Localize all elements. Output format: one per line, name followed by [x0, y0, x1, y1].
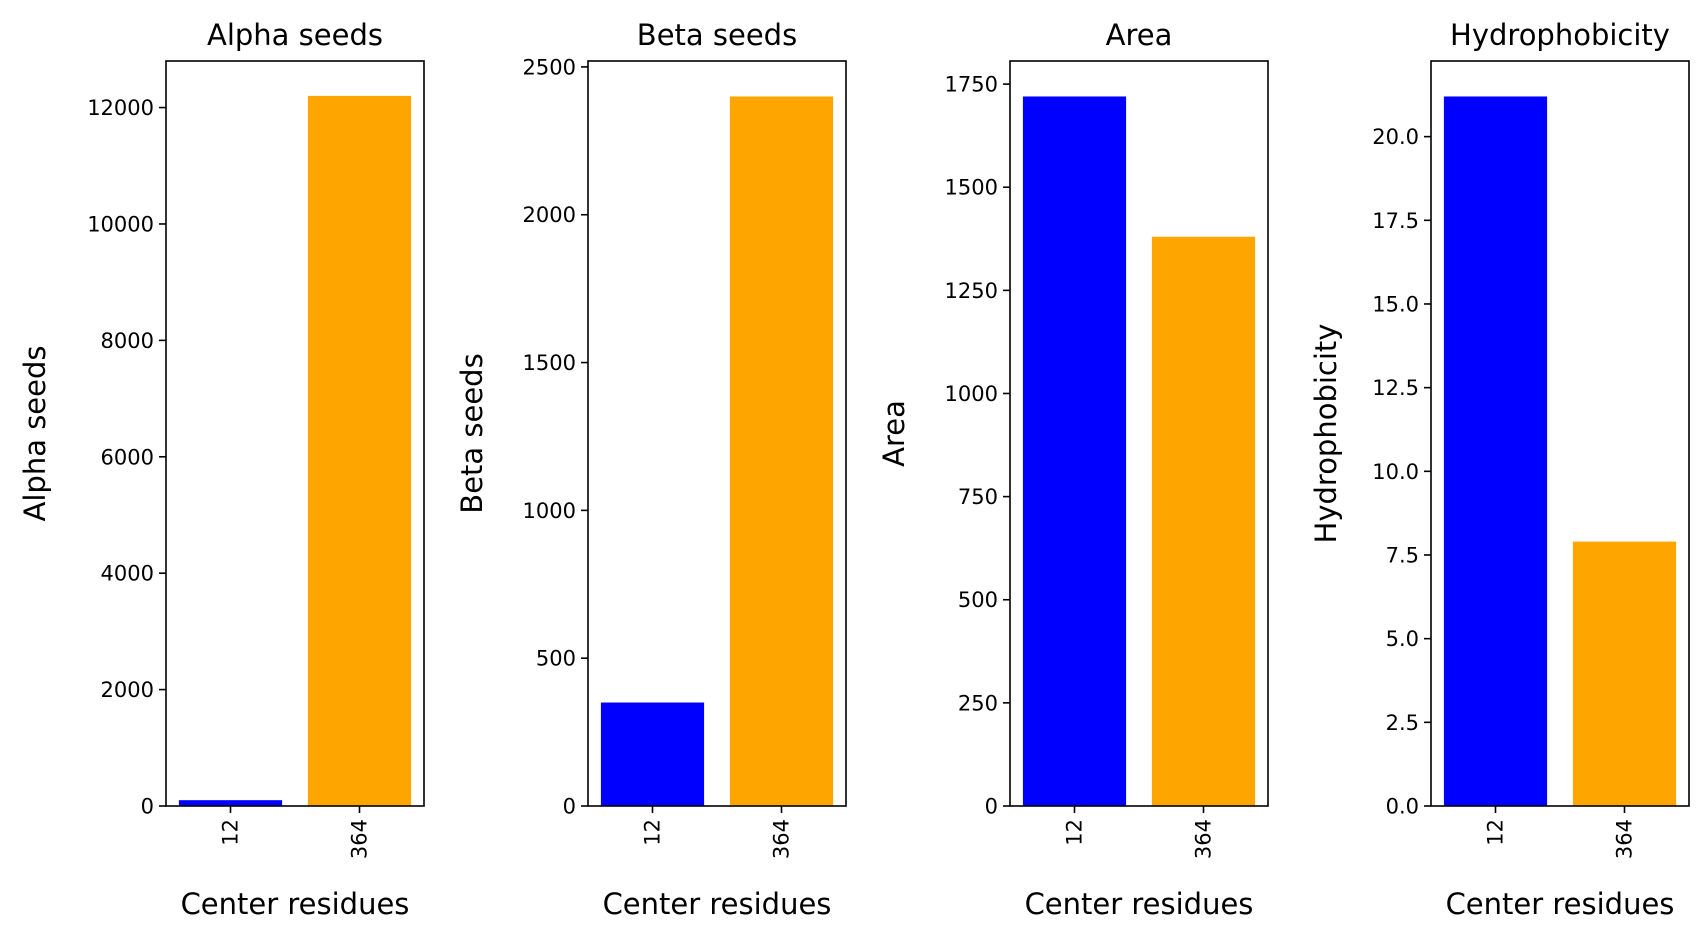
axes-frame — [165, 60, 425, 807]
axes-frame — [1009, 60, 1269, 807]
subplot-title: Hydrophobicity — [1450, 18, 1670, 52]
axes-frame — [587, 60, 847, 807]
bar-364 — [307, 95, 412, 807]
subplot-title: Alpha seeds — [207, 18, 383, 52]
x-tick-label: 364 — [1613, 819, 1637, 859]
x-tick-label: 364 — [348, 819, 372, 859]
bar-12 — [1022, 96, 1127, 807]
y-tick-label: 1750 — [945, 73, 998, 97]
y-tick-label: 1500 — [523, 351, 576, 375]
y-tick-label: 1000 — [945, 382, 998, 406]
y-tick-label: 10.0 — [1372, 460, 1419, 484]
y-tick-label: 2000 — [101, 678, 154, 702]
y-tick-label: 8000 — [101, 329, 154, 353]
x-tick-label: 12 — [1063, 819, 1087, 846]
bar-364 — [1151, 236, 1256, 807]
y-tick-label: 250 — [958, 691, 998, 715]
bar-364 — [729, 96, 834, 807]
y-tick-label: 12.5 — [1372, 376, 1419, 400]
y-tick-label: 1500 — [945, 176, 998, 200]
y-axis-label: Alpha seeds — [18, 346, 52, 522]
x-tick-label: 364 — [1192, 819, 1216, 859]
y-tick-label: 1000 — [523, 499, 576, 523]
x-tick-label: 12 — [641, 819, 665, 846]
subplot-title: Beta seeds — [637, 18, 797, 52]
y-tick-label: 2.5 — [1386, 711, 1419, 735]
bar-12 — [178, 800, 283, 806]
subplot-2: 0 500 1000 1500 2000 2500 12 364 Beta seeds Cente… — [455, 18, 847, 921]
subplot-1: 0 2000 4000 6000 8000 10000 12000 12 364 Alpha se… — [18, 18, 425, 921]
subplot-title: Area — [1106, 18, 1173, 52]
y-tick-label: 6000 — [101, 445, 154, 469]
x-axis-label: Center residues — [603, 887, 832, 921]
y-tick-label: 17.5 — [1372, 209, 1419, 233]
y-tick-label: 1250 — [945, 279, 998, 303]
subplot-4: 0.0 2.5 5.0 7.5 10.0 12.5 15.0 17.5 20.0 12 364 Hyd… — [1309, 18, 1690, 921]
y-tick-label: 4000 — [101, 562, 154, 586]
bar-12 — [1443, 96, 1548, 807]
x-axis-label: Center residues — [181, 887, 410, 921]
x-tick-label: 12 — [219, 819, 243, 846]
y-tick-label: 7.5 — [1386, 543, 1419, 567]
x-axis-label: Center residues — [1025, 887, 1254, 921]
x-axis-label: Center residues — [1446, 887, 1675, 921]
y-tick-label: 20.0 — [1372, 125, 1419, 149]
y-tick-label: 2000 — [523, 203, 576, 227]
y-tick-label: 0.0 — [1386, 795, 1419, 819]
y-tick-label: 2500 — [523, 55, 576, 79]
axes-frame — [1430, 60, 1690, 807]
bar-364 — [1572, 541, 1677, 806]
subplot-3: 0 250 500 750 1000 1250 1500 1750 12 364 Area Cente… — [877, 18, 1269, 921]
y-axis-label: Area — [877, 400, 911, 467]
y-tick-label: 0 — [141, 795, 154, 819]
y-tick-label: 0 — [985, 795, 998, 819]
y-tick-label: 15.0 — [1372, 292, 1419, 316]
y-tick-label: 500 — [958, 588, 998, 612]
y-axis-label: Beta seeds — [455, 353, 489, 513]
bar-12 — [600, 702, 705, 806]
x-tick-label: 12 — [1484, 819, 1508, 846]
y-tick-label: 5.0 — [1386, 627, 1419, 651]
y-axis-label: Hydrophobicity — [1309, 324, 1343, 544]
y-tick-label: 500 — [536, 647, 576, 671]
y-tick-label: 12000 — [87, 96, 154, 120]
y-tick-label: 750 — [958, 485, 998, 509]
y-tick-label: 0 — [563, 795, 576, 819]
x-tick-label: 364 — [770, 819, 794, 859]
y-tick-label: 10000 — [87, 212, 154, 236]
